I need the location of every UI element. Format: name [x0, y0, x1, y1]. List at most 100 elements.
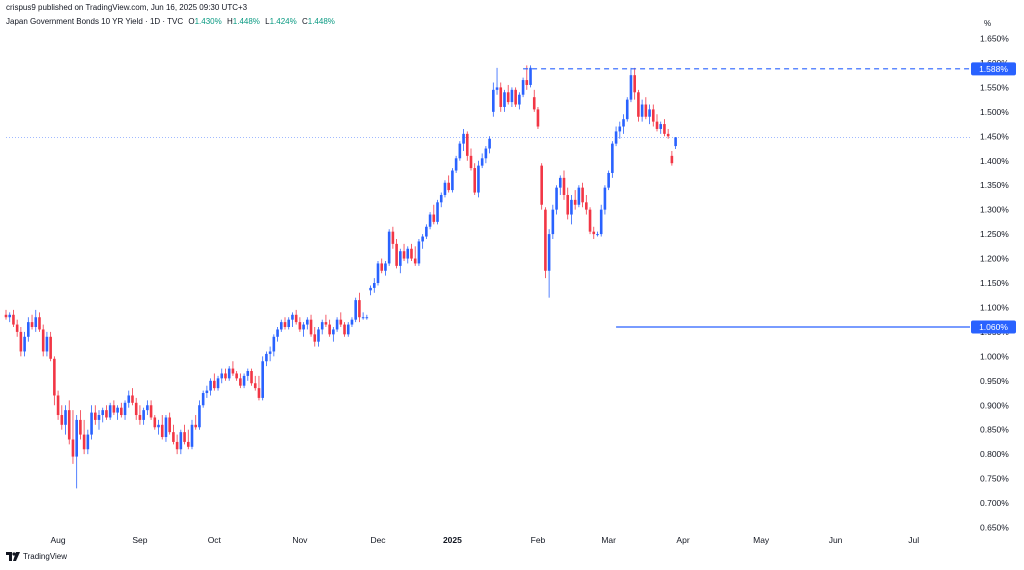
candle-body — [12, 314, 15, 325]
candle-body — [134, 402, 138, 416]
candle-body — [406, 248, 410, 259]
candle-body — [242, 375, 246, 386]
candle-body — [138, 415, 142, 420]
candle-body — [231, 368, 235, 374]
footer-brand-text: TradingView — [23, 552, 68, 561]
candle-body — [19, 331, 23, 352]
candle-body — [153, 417, 157, 428]
candle-body — [75, 419, 78, 457]
candle-body — [614, 131, 618, 144]
candle-body — [622, 119, 625, 127]
y-tick-label: 1.150% — [980, 278, 1009, 288]
candle-body — [306, 319, 309, 325]
candle-body — [253, 383, 257, 389]
candle-body — [179, 432, 183, 450]
y-tick-label: 1.200% — [980, 254, 1009, 264]
candle-body — [629, 75, 633, 100]
y-tick-label: 0.850% — [980, 425, 1009, 435]
x-tick-label: Oct — [208, 535, 222, 545]
candle-body — [23, 336, 26, 352]
candle-body — [499, 87, 503, 107]
candle-body — [428, 214, 432, 227]
x-tick-label: Mar — [601, 535, 616, 545]
x-tick-label: 2025 — [443, 535, 462, 545]
candle-body — [566, 194, 570, 215]
candle-body — [570, 199, 573, 215]
candle-body — [235, 373, 238, 379]
candle-body — [413, 258, 417, 264]
candle-body — [588, 209, 592, 232]
candle-body — [8, 314, 12, 318]
candle-body — [294, 314, 298, 323]
candle-body — [655, 121, 659, 129]
candle-body — [436, 202, 439, 222]
candle-body — [384, 263, 387, 271]
candle-body — [190, 424, 194, 447]
x-tick-label: Sep — [132, 535, 147, 545]
candle-body — [573, 199, 577, 205]
candle-body — [525, 80, 529, 85]
candle-body — [272, 336, 276, 352]
y-tick-label: 0.900% — [980, 400, 1009, 410]
candle-body — [666, 133, 670, 137]
low-value: 1.424% — [269, 17, 297, 26]
x-tick-label: May — [753, 535, 770, 545]
candle-body — [97, 415, 101, 420]
y-tick-label: 1.650% — [980, 34, 1009, 44]
x-tick-label: Feb — [531, 535, 546, 545]
close-value: 1.448% — [307, 17, 335, 26]
candle-body — [239, 378, 242, 386]
candle-body — [410, 248, 413, 259]
candle-body — [648, 109, 651, 117]
candle-body — [637, 92, 640, 117]
candle-body — [458, 143, 462, 159]
candle-body — [257, 388, 261, 398]
level-label-box — [971, 62, 1016, 76]
published-caption: crispus9 published on TradingView.com, J… — [6, 3, 248, 12]
candle-body — [462, 133, 465, 144]
candle-body — [510, 89, 514, 103]
candle-body — [328, 324, 331, 335]
candle-body — [112, 405, 116, 413]
x-tick-label: Apr — [676, 535, 689, 545]
candle-body — [354, 300, 357, 320]
candle-body — [477, 165, 480, 193]
candle-body — [402, 251, 406, 259]
symbol-title[interactable]: Japan Government Bonds 10 YR Yield · 1D … — [6, 17, 184, 26]
x-tick-label: Nov — [292, 535, 308, 545]
y-tick-label: 0.750% — [980, 474, 1009, 484]
level-label-box — [971, 320, 1016, 334]
candle-body — [120, 407, 123, 416]
high-label: H — [226, 17, 233, 26]
candle-body — [317, 329, 320, 342]
y-tick-label: 1.300% — [980, 205, 1009, 215]
candle-body — [358, 300, 361, 318]
candle-body — [108, 405, 112, 418]
candle-body — [343, 324, 346, 335]
candle-body — [376, 263, 380, 283]
candle-body — [503, 92, 506, 107]
candle-body — [585, 202, 588, 210]
candle-body — [651, 109, 655, 122]
candle-body — [45, 336, 49, 352]
candle-body — [116, 407, 119, 413]
candle-body — [492, 89, 495, 112]
candle-body — [41, 329, 45, 352]
candle-body — [361, 317, 365, 319]
candle-body — [146, 405, 149, 411]
candle-body — [581, 187, 584, 203]
candle-body — [60, 415, 64, 425]
candle-body — [209, 380, 212, 391]
candle-body — [276, 329, 279, 337]
candle-body — [380, 263, 384, 271]
candle-body — [547, 234, 551, 271]
candle-body — [313, 334, 317, 342]
candle-body — [644, 104, 648, 117]
candle-body — [105, 410, 108, 418]
candle-body — [365, 317, 369, 319]
candle-body — [670, 155, 674, 164]
candle-body — [56, 395, 60, 416]
candle-body — [346, 324, 350, 335]
candle-body — [532, 97, 536, 110]
